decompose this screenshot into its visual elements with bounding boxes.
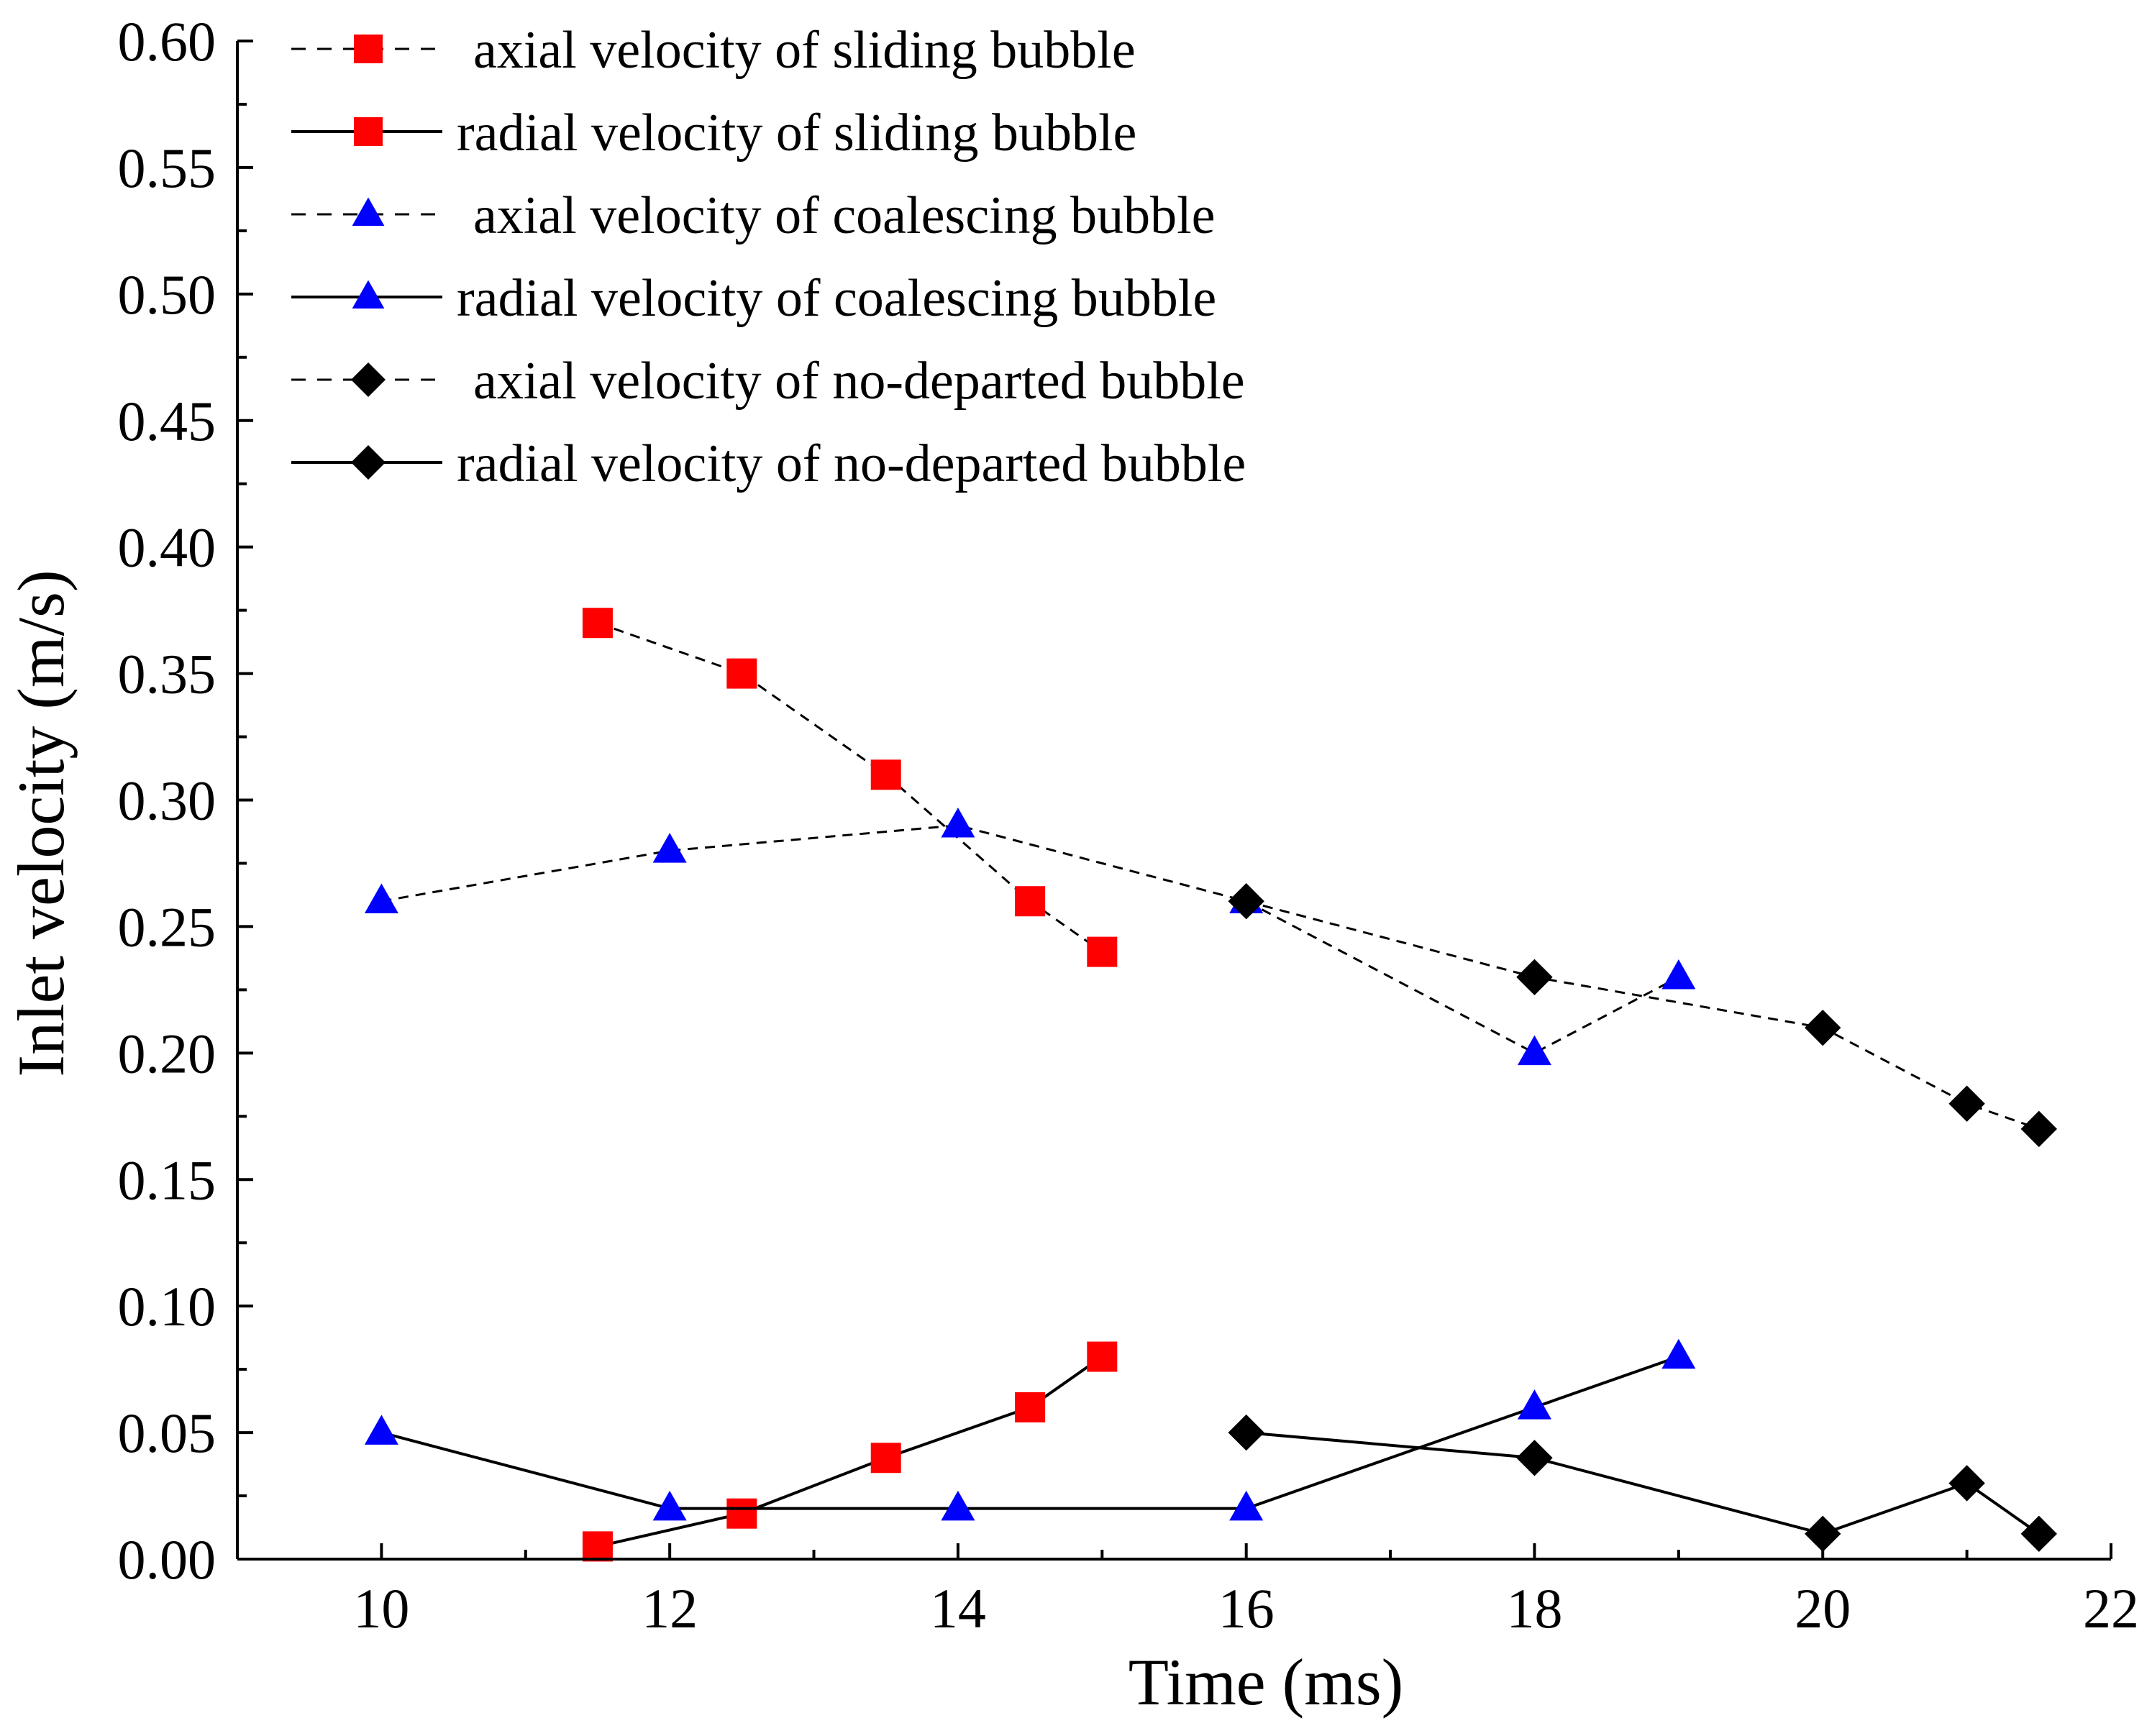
x-tick-label: 14 [930,1577,986,1640]
series-line [380,1355,1679,1510]
legend-label: axial velocity of coalescing bubble [473,186,1216,245]
series-3 [364,807,1696,1066]
y-tick-label: 0.30 [118,769,216,832]
series-line [381,824,1679,1055]
y-tick-label: 0.55 [118,137,216,199]
y-tick-label: 0.60 [118,10,216,73]
x-tick-label: 18 [1506,1577,1562,1640]
data-point [1948,1465,1985,1502]
data-point [1517,1389,1551,1420]
legend-marker [352,197,385,226]
series-2 [582,1341,1118,1562]
y-tick-label: 0.00 [118,1528,216,1591]
legend: axial velocity of sliding bubble radial v… [291,21,1246,493]
data-point [1805,1515,1841,1553]
series-5 [1228,883,2058,1148]
y-tick-label: 0.50 [118,263,216,326]
legend-label: radial velocity of sliding bubble [457,104,1136,163]
legend-marker [354,117,383,146]
series-6 [1228,1414,2058,1553]
data-point [1229,1490,1264,1521]
legend-item-3: axial velocity of coalescing bubble [291,186,1216,245]
data-point [364,1415,398,1445]
data-point [1228,1414,1264,1451]
data-point [941,807,975,838]
y-tick-label: 0.20 [118,1022,216,1084]
data-point [870,759,901,790]
y-tick-label: 0.35 [118,643,216,705]
data-point [364,883,398,913]
y-tick-label: 0.25 [118,895,216,958]
x-tick-label: 22 [2083,1577,2139,1640]
y-tick-label: 0.45 [118,390,216,452]
x-tick-label: 20 [1795,1577,1851,1640]
x-tick-label: 10 [353,1577,409,1640]
data-point [941,1490,975,1521]
legend-label: axial velocity of sliding bubble [473,21,1136,80]
legend-label: axial velocity of no-departed bubble [473,352,1245,411]
legend-marker [354,35,383,63]
axes: 0.00 0.05 0.10 0.15 0.20 0.25 0.30 0.35 0.40 0.45… [118,10,2140,1640]
data-point [1516,959,1553,995]
data-point [1228,883,1264,920]
legend-item-5: axial velocity of no-departed bubble [291,352,1245,411]
y-tick-label: 0.10 [118,1275,216,1338]
data-point [870,1443,901,1474]
data-point [582,1531,613,1562]
y-tick-label: 0.40 [118,516,216,579]
legend-marker [351,362,386,397]
data-point [652,833,687,863]
legend-label: radial velocity of coalescing bubble [457,269,1216,328]
series-line [1246,900,2040,1130]
data-point [652,1490,687,1521]
y-tick-label: 0.15 [118,1148,216,1211]
data-point [1015,1392,1046,1422]
data-point [2020,1515,2058,1553]
data-point [726,1498,757,1529]
x-tick-label: 16 [1218,1577,1275,1640]
series-layer [364,608,2058,1562]
data-point [1015,886,1046,917]
x-tick-label: 12 [642,1577,698,1640]
data-point [1516,1440,1553,1476]
x-axis-title: Time (ms) [1129,1645,1404,1719]
data-point [1087,1341,1118,1372]
legend-item-6: radial velocity of no-departed bubble [291,434,1246,493]
legend-marker [351,445,386,480]
data-point [582,608,613,639]
data-point [1805,1009,1841,1046]
data-point [1661,1338,1696,1369]
legend-item-1: axial velocity of sliding bubble [291,21,1136,80]
data-point [1661,959,1696,990]
y-tick-label: 0.05 [118,1402,216,1464]
legend-label: radial velocity of no-departed bubble [457,434,1246,493]
series-1 [582,608,1118,967]
data-point [1087,936,1118,967]
data-point [2020,1110,2058,1148]
data-point [1517,1035,1551,1066]
legend-item-4: radial velocity of coalescing bubble [291,269,1216,328]
series-4 [364,1338,1696,1521]
series-line [1246,1431,2040,1535]
legend-item-2: radial velocity of sliding bubble [291,104,1136,163]
data-point [1948,1085,1985,1122]
legend-marker [352,280,385,309]
y-axis-title: Inlet velocity (m/s) [4,570,78,1077]
data-point [726,658,757,689]
